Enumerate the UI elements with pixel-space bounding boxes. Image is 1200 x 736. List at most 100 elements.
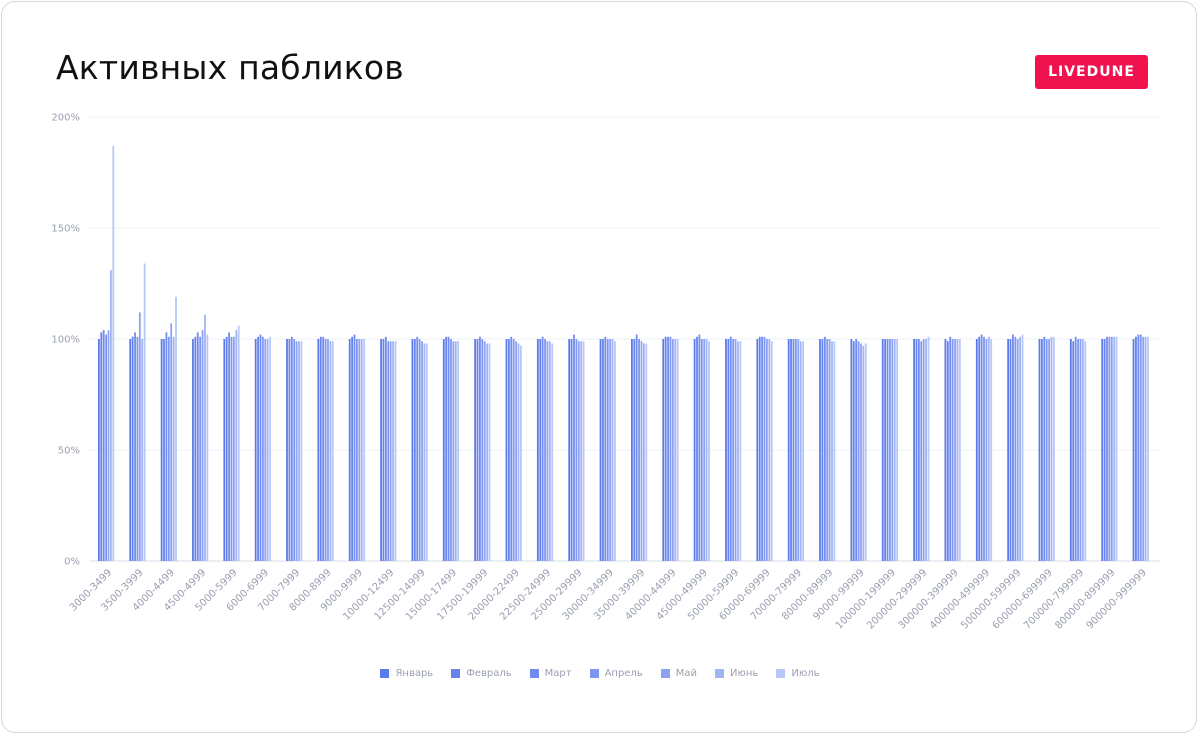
bar bbox=[544, 339, 546, 561]
bar bbox=[1142, 336, 1145, 561]
bar bbox=[519, 345, 522, 561]
bar bbox=[662, 339, 665, 561]
bar bbox=[983, 336, 985, 561]
bar bbox=[792, 339, 795, 561]
bar bbox=[766, 339, 768, 561]
bar bbox=[204, 314, 206, 561]
bar bbox=[507, 339, 510, 561]
bar bbox=[614, 341, 616, 561]
bar bbox=[199, 336, 202, 561]
bar bbox=[196, 332, 199, 561]
bar bbox=[635, 334, 638, 561]
legend-swatch bbox=[715, 669, 724, 678]
bar bbox=[645, 343, 648, 561]
bar bbox=[295, 341, 298, 561]
y-tick-label: 50% bbox=[58, 446, 80, 457]
legend-swatch bbox=[660, 669, 670, 678]
legend-item[interactable]: Март bbox=[529, 668, 572, 679]
bar bbox=[165, 332, 168, 561]
bar bbox=[737, 341, 739, 561]
bar bbox=[1135, 336, 1137, 561]
bar bbox=[925, 339, 927, 561]
bar bbox=[452, 341, 455, 561]
bar bbox=[201, 330, 204, 561]
bar bbox=[1103, 339, 1106, 561]
legend-item[interactable]: Июнь bbox=[715, 668, 758, 679]
legend-label: Апрель bbox=[604, 668, 643, 679]
bar bbox=[363, 339, 366, 561]
bar bbox=[1074, 336, 1077, 561]
bar bbox=[143, 263, 146, 561]
bar bbox=[990, 339, 993, 561]
legend-item[interactable]: Февраль bbox=[451, 668, 512, 679]
bar bbox=[1050, 336, 1053, 561]
bar bbox=[1038, 339, 1041, 561]
bar bbox=[98, 339, 100, 561]
bar bbox=[1144, 336, 1147, 561]
bar bbox=[896, 339, 899, 561]
bar bbox=[1040, 339, 1043, 561]
bar bbox=[1009, 339, 1012, 561]
bar bbox=[891, 339, 894, 561]
bar bbox=[638, 339, 640, 561]
bar bbox=[582, 341, 585, 561]
bar bbox=[676, 339, 679, 561]
bar bbox=[886, 339, 889, 561]
bar bbox=[551, 343, 554, 561]
bar bbox=[831, 341, 833, 561]
bar bbox=[611, 339, 614, 561]
bar bbox=[421, 341, 423, 561]
bar bbox=[110, 270, 112, 561]
bar bbox=[358, 339, 361, 561]
bar bbox=[857, 341, 860, 561]
bar bbox=[671, 339, 674, 561]
bar bbox=[382, 339, 385, 561]
bar bbox=[1108, 336, 1111, 561]
bar bbox=[510, 336, 513, 561]
bar bbox=[298, 341, 300, 561]
bar bbox=[360, 339, 363, 561]
bar bbox=[705, 339, 708, 561]
legend-item[interactable]: Апрель bbox=[589, 668, 643, 679]
legend-item[interactable]: Май bbox=[660, 668, 697, 679]
bar bbox=[698, 334, 701, 561]
legend-swatch bbox=[380, 669, 390, 678]
bar bbox=[138, 312, 141, 561]
legend-item[interactable]: Январь bbox=[380, 668, 433, 679]
legend-swatch bbox=[451, 669, 461, 678]
bar bbox=[1016, 339, 1019, 561]
legend-item[interactable]: Июль bbox=[776, 668, 820, 679]
bar bbox=[580, 341, 583, 561]
legend-label: Март bbox=[544, 668, 572, 679]
bar bbox=[141, 339, 144, 561]
bar bbox=[515, 341, 517, 561]
bar bbox=[457, 341, 460, 561]
bar bbox=[131, 336, 134, 561]
bar bbox=[356, 339, 358, 561]
bar bbox=[797, 339, 800, 561]
bar bbox=[790, 339, 792, 561]
bar bbox=[411, 339, 414, 561]
bar bbox=[170, 323, 173, 561]
bar bbox=[134, 332, 136, 561]
bar bbox=[353, 334, 356, 561]
bar bbox=[1012, 334, 1014, 561]
bar bbox=[319, 336, 322, 561]
bar bbox=[192, 339, 194, 561]
bar bbox=[286, 339, 288, 561]
bar bbox=[570, 339, 573, 561]
bar bbox=[1081, 339, 1084, 561]
bar bbox=[729, 336, 732, 561]
bar bbox=[821, 339, 824, 561]
bar bbox=[826, 339, 829, 561]
bar bbox=[235, 330, 238, 561]
bar bbox=[394, 341, 397, 561]
bar bbox=[1007, 339, 1010, 561]
bar bbox=[609, 339, 612, 561]
bar bbox=[380, 339, 382, 561]
bar bbox=[828, 339, 831, 561]
bar bbox=[980, 334, 983, 561]
bar bbox=[261, 336, 264, 561]
bar bbox=[228, 332, 231, 561]
bar bbox=[893, 339, 896, 561]
